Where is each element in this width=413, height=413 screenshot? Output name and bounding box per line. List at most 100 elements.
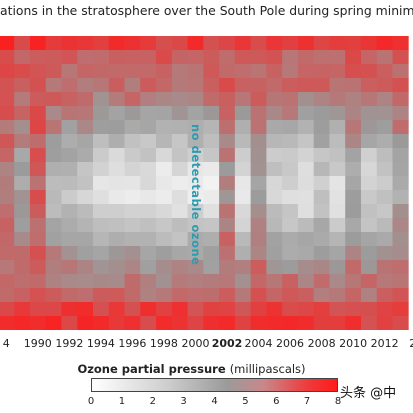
heat-cell — [392, 302, 409, 317]
heat-cell — [345, 204, 362, 219]
heat-cell — [203, 148, 220, 163]
heat-cell — [250, 162, 267, 177]
heat-cell — [61, 260, 78, 275]
heat-cell — [45, 246, 62, 261]
heat-cell — [203, 134, 220, 149]
heat-cell — [250, 274, 267, 289]
heat-cell — [171, 176, 188, 191]
heat-cell — [234, 162, 252, 177]
heat-cell — [219, 274, 236, 289]
heat-cell — [250, 50, 267, 65]
heat-cell — [219, 246, 236, 261]
heat-cell — [219, 64, 236, 79]
heat-cell — [93, 288, 110, 303]
heat-cell — [45, 316, 62, 330]
heat-cell — [234, 78, 252, 93]
heat-cell — [219, 288, 236, 303]
heat-cell — [108, 134, 125, 149]
heat-cell — [376, 64, 393, 79]
heat-cell — [93, 92, 110, 107]
heat-cell — [14, 190, 31, 205]
heat-cell — [93, 148, 110, 163]
heat-cell — [203, 316, 220, 330]
heat-cell — [77, 316, 94, 330]
heat-cell — [14, 232, 31, 247]
heat-cell — [14, 134, 31, 149]
heat-cell — [392, 204, 409, 219]
heat-cell — [345, 260, 362, 275]
heat-cell — [219, 134, 236, 149]
heat-cell — [392, 260, 409, 275]
heat-cell — [250, 120, 267, 135]
heat-cell — [171, 162, 188, 177]
heat-cell — [297, 78, 315, 93]
heat-cell — [14, 36, 31, 51]
heat-cell — [203, 232, 220, 247]
heat-cell — [29, 36, 47, 51]
heat-cell — [234, 148, 252, 163]
heat-cell — [345, 120, 362, 135]
heat-cell — [234, 218, 252, 233]
heat-cell — [61, 78, 78, 93]
heat-cell — [250, 246, 267, 261]
heat-cell — [0, 92, 15, 107]
heat-cell — [234, 288, 252, 303]
heat-cell — [392, 64, 409, 79]
heat-cell — [77, 218, 94, 233]
heat-cell — [14, 246, 31, 261]
heat-cell — [29, 106, 47, 121]
heat-cell — [187, 176, 204, 191]
colorbar-tick-label: 4 — [211, 396, 218, 407]
heat-cell — [140, 78, 157, 93]
heat-cell — [45, 218, 62, 233]
heat-cell — [156, 120, 173, 135]
heat-cell — [297, 274, 315, 289]
heat-cell — [14, 176, 31, 191]
heat-cell — [156, 106, 173, 121]
heat-cell — [313, 64, 330, 79]
heat-cell — [0, 246, 15, 261]
heat-cell — [313, 190, 330, 205]
heat-cell — [250, 176, 267, 191]
heat-cell — [345, 288, 362, 303]
heat-cell — [187, 120, 204, 135]
heat-cell — [297, 316, 315, 330]
heat-cell — [360, 106, 378, 121]
heat-cell — [187, 50, 204, 65]
heat-cell — [392, 134, 409, 149]
chart-title: ations in the stratosphere over the Sout… — [0, 3, 413, 18]
heat-cell — [250, 316, 267, 330]
heat-cell — [61, 148, 78, 163]
heat-cell — [61, 50, 78, 65]
heat-cell — [0, 64, 15, 79]
heat-cell — [266, 50, 283, 65]
heat-cell — [61, 316, 78, 330]
heat-cell — [234, 134, 252, 149]
heat-cell — [313, 50, 330, 65]
heat-cell — [266, 204, 283, 219]
heat-cell — [329, 162, 346, 177]
heat-cell — [313, 302, 330, 317]
heat-cell — [171, 190, 188, 205]
heat-cell — [360, 92, 378, 107]
heat-cell — [360, 148, 378, 163]
heat-cell — [345, 218, 362, 233]
heat-cell — [140, 274, 157, 289]
heat-cell — [140, 288, 157, 303]
heat-cell — [360, 134, 378, 149]
colorbar-ticks: 0 1 2 3 4 5 6 7 8 — [0, 396, 413, 410]
heat-cell — [329, 218, 346, 233]
x-tick-label: 4 — [2, 337, 10, 350]
heat-cell — [45, 78, 62, 93]
heat-cell — [392, 120, 409, 135]
x-axis: 4 1990 1992 1994 1996 1998 2000 2002 2004 2006 200… — [0, 333, 413, 353]
heat-cell — [61, 288, 78, 303]
x-tick-label: 2010 — [339, 337, 368, 350]
heat-cell — [171, 64, 188, 79]
heat-cell — [156, 316, 173, 330]
heat-cell — [171, 302, 188, 317]
heat-cell — [345, 316, 362, 330]
heat-cell — [14, 64, 31, 79]
heat-cell — [77, 274, 94, 289]
heat-cell — [108, 190, 125, 205]
